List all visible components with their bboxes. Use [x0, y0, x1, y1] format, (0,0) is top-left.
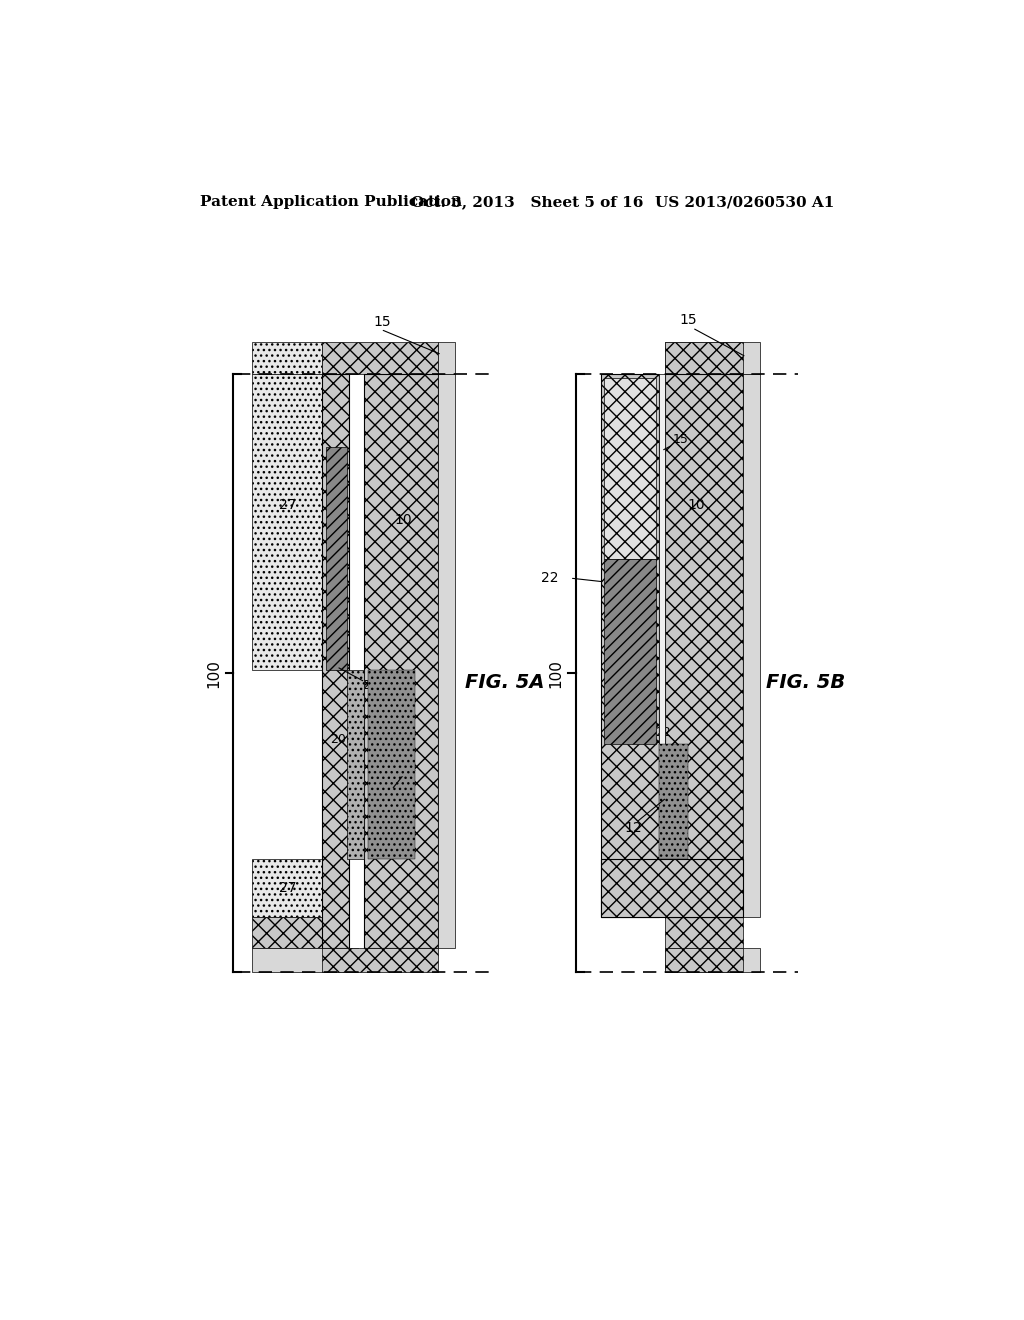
- Text: 22: 22: [655, 726, 671, 739]
- Bar: [658, 374, 665, 743]
- Bar: [665, 374, 742, 917]
- Bar: [252, 948, 358, 973]
- Bar: [604, 378, 655, 558]
- Bar: [365, 374, 438, 948]
- Text: 22: 22: [541, 572, 558, 585]
- Bar: [369, 671, 415, 859]
- Bar: [601, 374, 658, 917]
- Text: FIG. 5B: FIG. 5B: [766, 672, 845, 692]
- Text: 27: 27: [279, 882, 296, 895]
- Bar: [438, 342, 455, 374]
- Text: 100: 100: [206, 659, 221, 688]
- Text: US 2013/0260530 A1: US 2013/0260530 A1: [655, 195, 835, 210]
- Bar: [252, 374, 322, 671]
- Text: 20L: 20L: [330, 733, 352, 746]
- Text: 15: 15: [680, 313, 697, 327]
- Text: 12: 12: [624, 821, 642, 836]
- Text: 22: 22: [362, 680, 378, 693]
- Bar: [252, 342, 322, 374]
- Bar: [601, 859, 742, 917]
- Bar: [326, 447, 347, 671]
- Bar: [604, 558, 655, 743]
- Bar: [322, 342, 438, 374]
- Bar: [322, 948, 438, 973]
- Text: Patent Application Publication: Patent Application Publication: [200, 195, 462, 210]
- Text: FIG. 5A: FIG. 5A: [465, 672, 545, 692]
- Bar: [252, 917, 341, 948]
- Text: 10: 10: [394, 513, 412, 527]
- Bar: [347, 671, 365, 859]
- Text: Oct. 3, 2013   Sheet 5 of 16: Oct. 3, 2013 Sheet 5 of 16: [411, 195, 643, 210]
- Text: 27: 27: [279, 498, 296, 512]
- Text: 15: 15: [673, 433, 689, 446]
- Bar: [252, 859, 322, 917]
- Text: 12: 12: [399, 760, 417, 774]
- Text: 15: 15: [374, 314, 391, 329]
- Bar: [438, 374, 455, 948]
- Bar: [665, 948, 742, 973]
- Bar: [322, 374, 349, 948]
- Bar: [665, 948, 760, 973]
- Bar: [742, 374, 760, 917]
- Bar: [665, 342, 760, 374]
- Bar: [658, 743, 688, 859]
- Bar: [665, 917, 742, 948]
- Text: 20: 20: [622, 449, 638, 462]
- Text: 100: 100: [549, 659, 563, 688]
- Bar: [665, 342, 742, 374]
- Text: 10: 10: [687, 498, 705, 512]
